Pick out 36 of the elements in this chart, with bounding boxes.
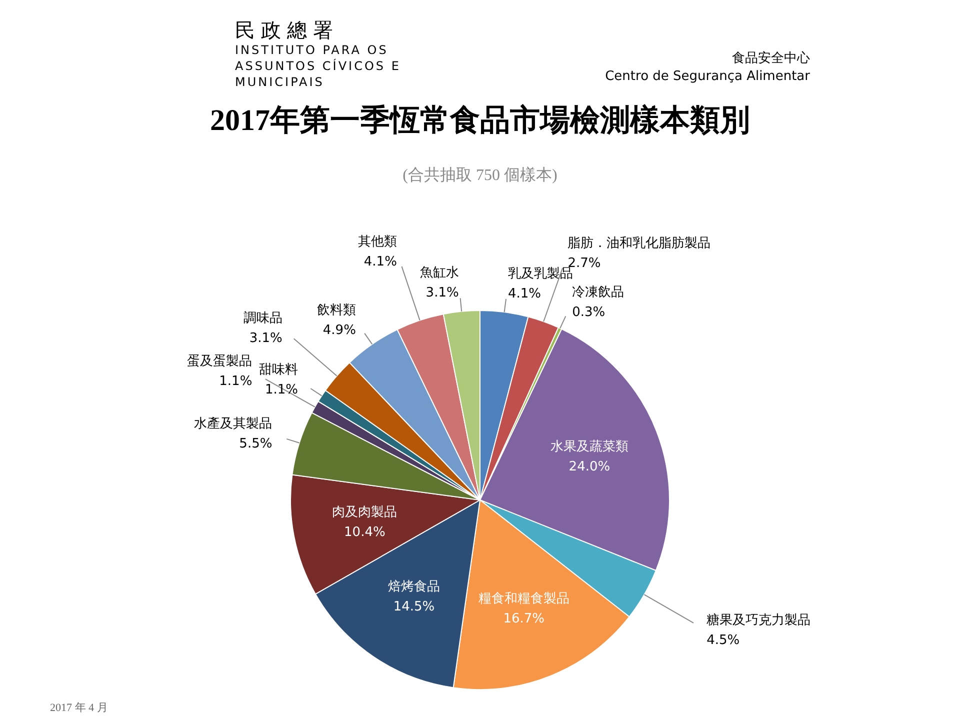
slice-label: 肉及肉製品 [332,504,398,520]
data-label: 10.4% [344,524,386,540]
text: INSTITUTO PARA OS ASSUNTOS CÍVICOS E MUNICIPAIS [235,42,402,90]
slice-label: 甜味料 [258,362,298,378]
data-label: 3.1% [249,331,282,346]
slice-label: 糖果及巧克力製品 [706,612,811,628]
slice-label: 脂肪．油和乳化脂肪製品 [568,236,711,252]
chart-subtitle: (合共抽取 750 個樣本) [402,166,558,186]
slice-label: 調味品 [243,311,282,326]
data-label: 4.1% [508,286,541,302]
slice-label: 飲料類 [316,303,356,318]
data-label: 4.1% [364,254,397,270]
data-label: 1.1% [219,374,252,389]
slice-label: 糧食和糧食製品 [478,591,570,606]
data-label: 24.0% [568,460,610,475]
data-label: 14.5% [393,600,435,615]
slice-label: 乳及乳製品 [508,266,573,282]
data-label: 0.3% [572,304,606,320]
slice-label: 水果及蔬菜類 [550,440,628,455]
data-label: 3.1% [426,285,459,300]
text: Centro de Segurança Alimentar [605,68,810,86]
data-label: 5.5% [239,436,272,452]
data-label: 4.9% [322,323,356,338]
text: 2017 年 4 月 [50,701,108,715]
chart-title: 2017年第一季恆常食品市場檢測樣本類別 [209,103,751,139]
slice-label: 蛋及蛋製品 [187,354,252,369]
slice-label: 魚缸水 [420,265,459,280]
data-label: 1.1% [264,382,298,398]
data-label: 16.7% [503,611,545,626]
slice-label: 焙烤食品 [388,580,440,595]
slice-label: 其他類 [358,234,397,250]
slice-label: 水產及其製品 [194,416,272,432]
data-label: 4.5% [706,632,740,648]
slice-label: 冷凍飲品 [572,284,624,300]
text: 食品安全中心 [731,50,810,68]
text: 民政總署 [235,18,340,42]
